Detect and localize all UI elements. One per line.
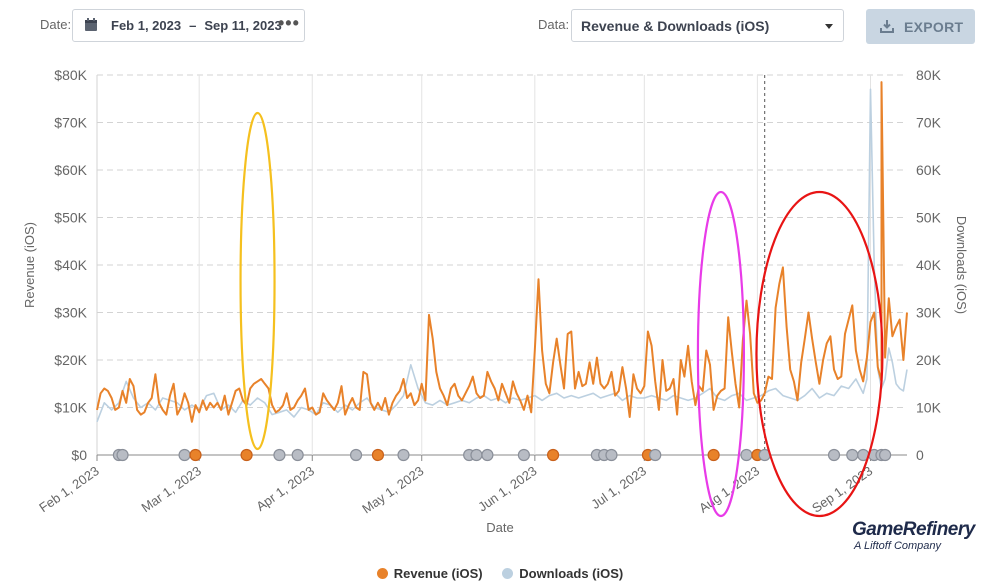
x-tick-label: May 1, 2023	[359, 463, 426, 516]
x-tick-label: Jul 1, 2023	[588, 463, 649, 512]
legend-downloads-label: Downloads (iOS)	[519, 566, 624, 581]
y-left-tick-label: $80K	[54, 67, 87, 83]
y-left-tick-label: $60K	[54, 162, 87, 178]
x-tick-label: Mar 1, 2023	[138, 463, 203, 515]
x-axis-label: Date	[486, 520, 513, 535]
y-right-tick-label: 10K	[916, 400, 942, 416]
event-marker	[517, 448, 530, 462]
event-marker	[879, 448, 892, 462]
event-marker	[481, 448, 494, 462]
data-select[interactable]: Revenue & Downloads (iOS)	[571, 9, 844, 42]
y-right-tick-label: 60K	[916, 162, 942, 178]
event-marker	[291, 448, 304, 462]
legend-item-revenue[interactable]: Revenue (iOS)	[376, 566, 483, 581]
export-button[interactable]: EXPORT	[866, 9, 975, 44]
date-range-picker[interactable]: Feb 1, 2023– Sep 11, 2023 •••	[72, 9, 305, 42]
highlight-oval-magenta	[696, 190, 746, 518]
event-marker	[605, 448, 618, 462]
event-marker	[397, 448, 410, 462]
event-marker	[846, 448, 859, 462]
event-marker	[240, 448, 253, 462]
date-range-text: Feb 1, 2023– Sep 11, 2023	[111, 18, 282, 33]
highlight-oval-yellow	[239, 111, 276, 451]
y-right-tick-label: 20K	[916, 352, 942, 368]
date-label: Date:	[40, 17, 72, 32]
chevron-down-icon	[825, 24, 833, 29]
date-end: Sep 11, 2023	[204, 18, 282, 33]
date-start: Feb 1, 2023	[111, 18, 182, 33]
y-right-tick-label: 80K	[916, 67, 942, 83]
more-options-icon[interactable]: •••	[278, 13, 300, 33]
event-marker	[273, 448, 286, 462]
revenue-line	[96, 81, 908, 423]
y-axis-left-label: Revenue (iOS)	[22, 222, 37, 308]
revenue-downloads-chart: $0 $10K $20K $30K $40K $50K $60K $70K $80K 0 10K 2…	[22, 67, 969, 535]
event-marker	[189, 448, 202, 462]
y-right-tick-label: 40K	[916, 257, 942, 273]
y-left-tick-label: $20K	[54, 352, 87, 368]
brand-name: GameRefinery	[852, 519, 975, 540]
event-marker	[546, 448, 560, 462]
x-tick-label: Jun 1, 2023	[475, 463, 539, 514]
event-marker	[178, 448, 191, 462]
y-left-tick-label: $30K	[54, 305, 87, 321]
legend-revenue-dot	[376, 568, 388, 579]
y-left-tick-label: $70K	[54, 115, 87, 131]
legend-revenue-label: Revenue (iOS)	[393, 566, 483, 581]
event-marker	[470, 448, 483, 462]
download-icon	[880, 20, 894, 33]
y-left-tick-label: $50K	[54, 210, 87, 226]
y-right-tick-label: 30K	[916, 305, 942, 321]
downloads-line	[96, 88, 908, 423]
y-left-tick-label: $10K	[54, 400, 87, 416]
event-marker	[649, 448, 662, 462]
x-tick-label: Feb 1, 2023	[36, 463, 101, 515]
calendar-icon	[85, 18, 97, 31]
event-marker	[371, 448, 385, 462]
legend-downloads-dot	[502, 568, 514, 579]
date-separator: –	[189, 18, 197, 33]
y-left-tick-label: $0	[71, 447, 87, 463]
y-axis-right-label: Downloads (iOS)	[954, 216, 969, 314]
legend-item-downloads[interactable]: Downloads (iOS)	[502, 566, 623, 581]
x-tick-label: Apr 1, 2023	[253, 463, 317, 514]
data-select-value: Revenue & Downloads (iOS)	[581, 18, 770, 34]
event-marker	[707, 448, 720, 462]
event-marker	[349, 448, 363, 462]
highlight-oval-red	[755, 190, 884, 518]
event-marker	[116, 448, 129, 462]
event-marker	[740, 448, 753, 462]
event-marker	[827, 448, 841, 462]
y-right-tick-label: 70K	[916, 115, 942, 131]
data-label: Data:	[538, 17, 570, 32]
x-tick-label: Sep 1, 2023	[809, 463, 875, 516]
export-label: EXPORT	[904, 19, 964, 35]
y-right-tick-label: 50K	[916, 210, 942, 226]
y-left-tick-label: $40K	[54, 257, 87, 273]
brand-logo: GameRefinery A Liftoff Company	[852, 519, 975, 552]
chart-legend: Revenue (iOS) Downloads (iOS)	[0, 566, 1000, 581]
brand-tagline: A Liftoff Company	[854, 540, 942, 552]
y-right-tick-label: 0	[916, 447, 924, 463]
